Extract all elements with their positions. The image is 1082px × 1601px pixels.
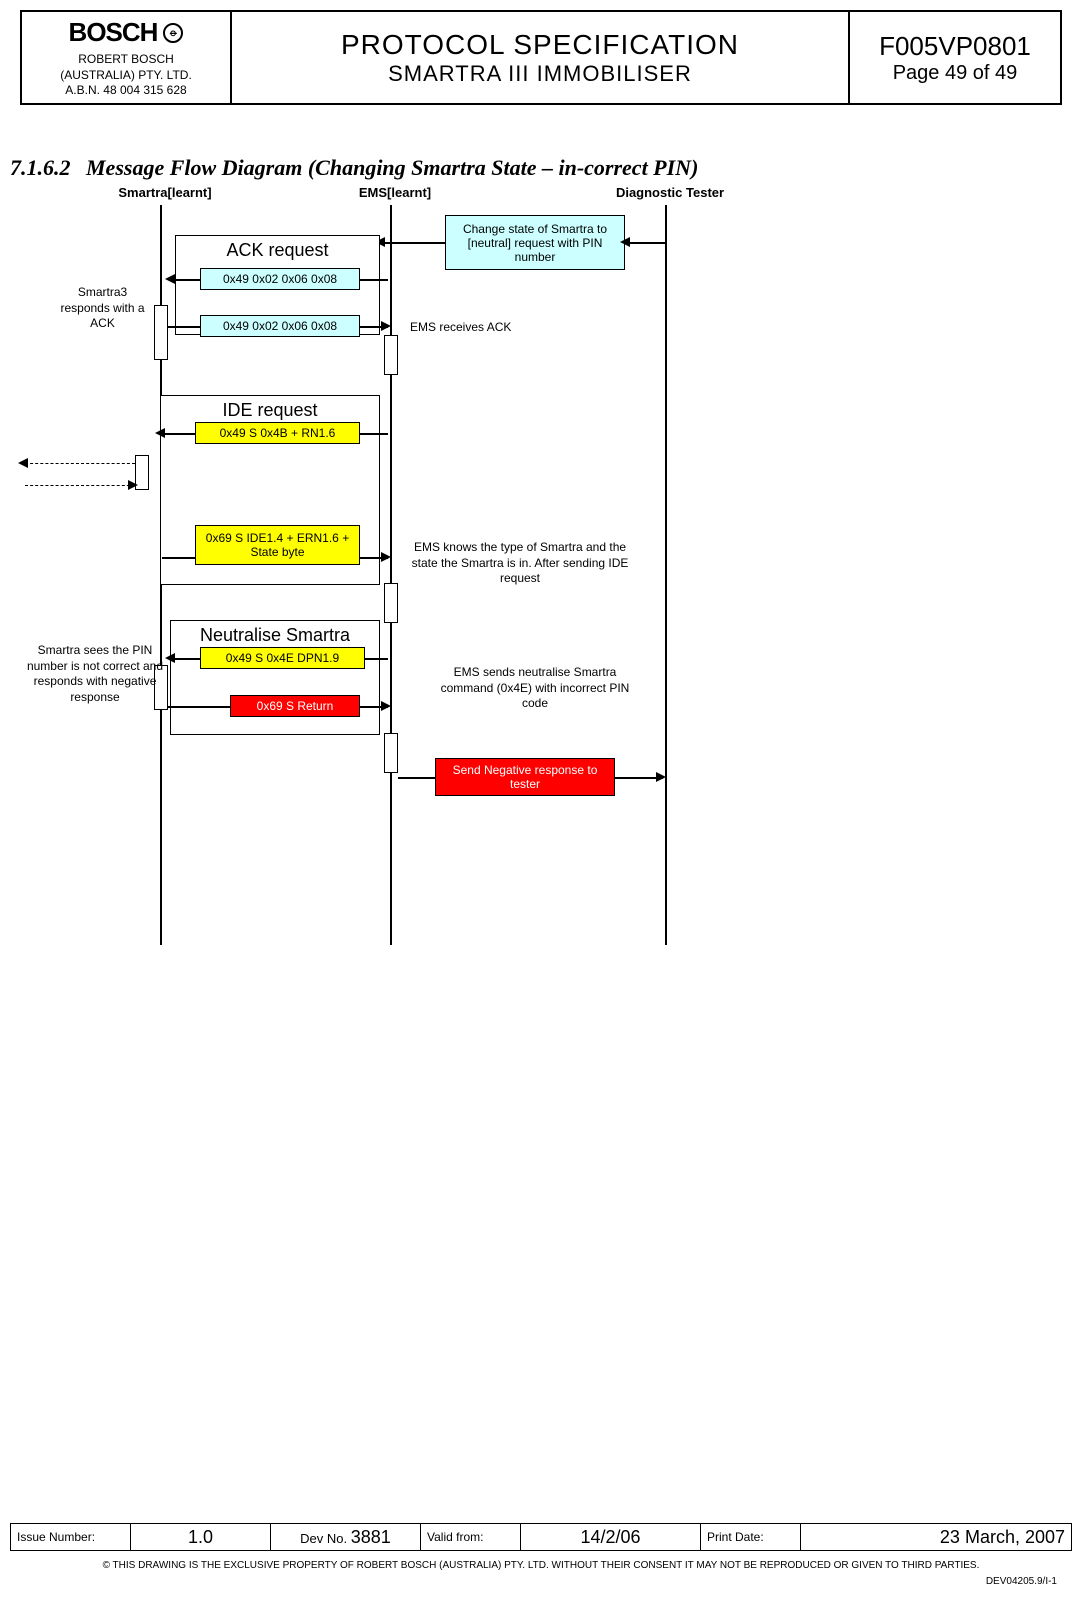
note-smartra-ack: Smartra3 responds with a ACK — [55, 285, 150, 332]
note-ems-ack: EMS receives ACK — [410, 320, 550, 336]
issue-label: Issue Number: — [17, 1530, 95, 1544]
arrow-head-ack1 — [165, 274, 175, 284]
devno-label: Dev No. — [300, 1531, 347, 1546]
change-state-note: Change state of Smartra to [neutral] req… — [445, 215, 625, 270]
arrow-head-tester-to-ems — [620, 237, 630, 247]
arrow-head-ide1 — [155, 428, 165, 438]
act-ems-neu — [384, 733, 398, 773]
arrow-ack1-l — [175, 279, 200, 281]
act-smartra-ack — [154, 305, 168, 360]
arrow-head-ack2 — [381, 321, 391, 331]
lifeline-ems — [390, 205, 392, 945]
section-title: Message Flow Diagram (Changing Smartra S… — [86, 155, 698, 180]
act-ems-ide — [384, 583, 398, 623]
arrow-ide2-l — [162, 557, 195, 559]
valid-label: Valid from: — [427, 1530, 483, 1544]
arrow-neg-l — [398, 777, 435, 779]
devno-block: Dev No. 3881 — [300, 1527, 391, 1548]
lane-ems-label: EMS[learnt] — [345, 185, 445, 200]
arrow-head-neg — [656, 772, 666, 782]
arrow-head-neu2 — [381, 701, 391, 711]
doc-header: BOSCH ⦵ ROBERT BOSCH (AUSTRALIA) PTY. LT… — [20, 10, 1062, 105]
sequence-diagram: Smartra[learnt] EMS[learnt] Diagnostic T… — [0, 185, 1082, 965]
company-line1: ROBERT BOSCH — [78, 52, 174, 68]
hdr-company-block: BOSCH ⦵ ROBERT BOSCH (AUSTRALIA) PTY. LT… — [22, 12, 232, 103]
footer-devref: DEV04205.9/I-1 — [986, 1576, 1057, 1587]
doc-code: F005VP0801 — [879, 31, 1031, 62]
ack-msg-1: 0x49 0x02 0x06 0x08 — [200, 268, 360, 290]
neutralise-box: Neutralise Smartra — [170, 620, 380, 735]
ack-msg-2: 0x49 0x02 0x06 0x08 — [200, 315, 360, 337]
arrow-neu1-l — [172, 658, 200, 660]
page-number: Page 49 of 49 — [893, 62, 1018, 85]
arrow-ack1 — [360, 279, 388, 281]
dash-out — [25, 463, 135, 464]
bosch-logo: BOSCH ⦵ — [69, 16, 184, 50]
note-smartra-neg: Smartra sees the PIN number is not corre… — [20, 643, 170, 705]
lifeline-tester — [665, 205, 667, 945]
valid-value: 14/2/06 — [527, 1527, 694, 1548]
bosch-icon: ⦵ — [163, 23, 183, 43]
footer-table: Issue Number: 1.0 Dev No. 3881 Valid fro… — [10, 1523, 1072, 1551]
page: BOSCH ⦵ ROBERT BOSCH (AUSTRALIA) PTY. LT… — [0, 0, 1082, 1601]
print-label: Print Date: — [707, 1530, 764, 1544]
arrow-head-ide2 — [381, 552, 391, 562]
print-value: 23 March, 2007 — [807, 1527, 1065, 1548]
dash-out-head — [18, 458, 28, 468]
note-ems-ide: EMS knows the type of Smartra and the st… — [410, 540, 630, 587]
arrow-ems-to-ack — [380, 242, 445, 244]
hdr-docinfo-block: F005VP0801 Page 49 of 49 — [850, 12, 1060, 103]
doc-title-2: SMARTRA III IMMOBILISER — [388, 61, 692, 87]
dash-in-head — [128, 480, 138, 490]
brand-text: BOSCH — [69, 16, 158, 50]
devno-value: 3881 — [351, 1527, 391, 1547]
arrow-neu2-l — [168, 706, 230, 708]
doc-title-1: PROTOCOL SPECIFICATION — [341, 29, 739, 61]
arrow-tester-to-ems — [625, 242, 665, 244]
ide-msg-1: 0x49 S 0x4B + RN1.6 — [195, 422, 360, 444]
act-ems-ack — [384, 335, 398, 375]
issue-value: 1.0 — [137, 1527, 264, 1548]
section-number: 7.1.6.2 — [10, 155, 71, 180]
dash-in — [25, 485, 135, 486]
section-heading: 7.1.6.2 Message Flow Diagram (Changing S… — [10, 155, 698, 181]
ide-title: IDE request — [161, 396, 379, 421]
neu-msg-1: 0x49 S 0x4E DPN1.9 — [200, 647, 365, 669]
neu-title: Neutralise Smartra — [171, 621, 379, 646]
company-line3: A.B.N. 48 004 315 628 — [65, 83, 186, 99]
lane-smartra-label: Smartra[learnt] — [105, 185, 225, 200]
neu-msg-2: 0x69 S Return — [230, 695, 360, 717]
ide-msg-2: 0x69 S IDE1.4 + ERN1.6 + State byte — [195, 525, 360, 565]
company-line2: (AUSTRALIA) PTY. LTD. — [60, 68, 192, 84]
hdr-title-block: PROTOCOL SPECIFICATION SMARTRA III IMMOB… — [232, 12, 850, 103]
lane-tester-label: Diagnostic Tester — [590, 185, 750, 200]
ack-title: ACK request — [176, 236, 379, 261]
footer-copyright: © THIS DRAWING IS THE EXCLUSIVE PROPERTY… — [10, 1560, 1072, 1571]
neg-response-box: Send Negative response to tester — [435, 758, 615, 796]
arrow-ide1 — [360, 433, 388, 435]
arrow-neu1 — [365, 658, 388, 660]
note-ems-neu: EMS sends neutralise Smartra command (0x… — [430, 665, 640, 712]
arrow-ide1-l — [162, 433, 195, 435]
